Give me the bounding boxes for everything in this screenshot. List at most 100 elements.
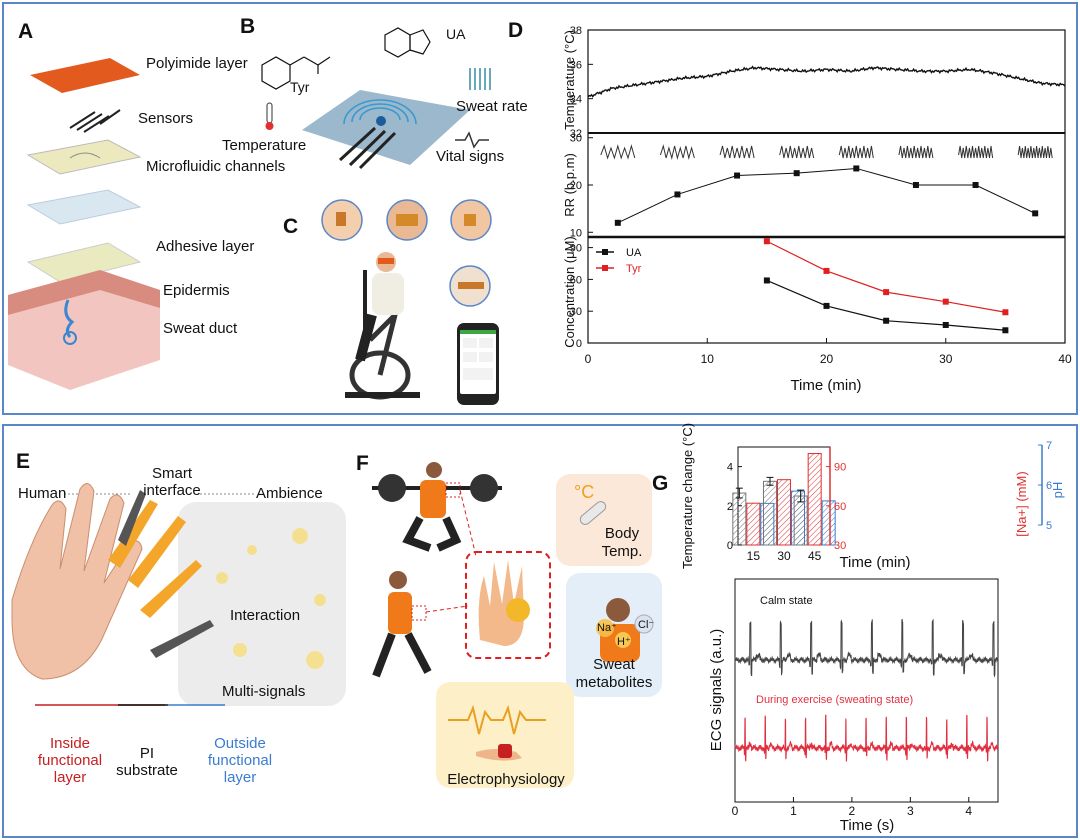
conc-point-tyr	[1002, 309, 1009, 316]
hand-shape	[11, 483, 143, 680]
ecg-xtick-label: 0	[732, 804, 739, 818]
label-multi-signals: Multi-signals	[222, 683, 306, 700]
g-xtick-label: 30	[777, 549, 791, 563]
temperature-series-line	[587, 65, 1066, 98]
d-ytick-label: 38	[570, 25, 582, 37]
d-ytick-label: 20	[570, 180, 582, 192]
device-spiral-channels	[343, 99, 417, 125]
rr-point	[972, 182, 979, 188]
g-ytick-label: 2	[727, 501, 733, 513]
g-y3tick-label: 7	[1046, 440, 1052, 452]
ambience-dots	[216, 528, 326, 669]
electrophysiology-box	[436, 682, 574, 788]
runner-sensor-box	[411, 605, 427, 621]
rr-point	[734, 172, 741, 179]
d-ytick-label: 32	[570, 128, 582, 140]
ecg-xtick-label: 4	[965, 804, 972, 818]
ion-h-label: H⁺	[617, 636, 631, 648]
d-ytick-label: 10	[570, 227, 582, 239]
ecg-exercise-trace	[734, 714, 999, 762]
sweat-metabolites-label: Sweat metabolites	[575, 656, 653, 691]
body-temp-label: Body Temp.	[601, 525, 643, 560]
g-bar-0-15	[732, 492, 747, 546]
squat-figure	[372, 462, 502, 552]
d-temp-ylabel: Temperature (°C)	[562, 30, 577, 130]
smart-interface-strips	[108, 490, 214, 658]
ecg-xtick-label: 3	[907, 804, 914, 818]
d-ytick-label: 30	[570, 133, 582, 145]
respiration-waveforms	[600, 144, 1053, 160]
ecg-trace-icon	[448, 704, 546, 735]
label-human: Human	[18, 485, 67, 502]
label-outside-functional-layer: Outside functional layer	[207, 735, 273, 786]
label-smart-interface: Smart interface	[143, 465, 201, 499]
g-bar-y3label: pH	[1050, 482, 1065, 499]
device-center	[376, 116, 386, 126]
microfluidic-channel	[69, 152, 101, 159]
respiration-waveform	[719, 145, 755, 159]
ua-label: UA	[446, 26, 466, 42]
d-ytick-label: 0	[576, 338, 582, 350]
ua-structure	[384, 27, 431, 58]
body-temp-box	[556, 474, 652, 566]
label-sweat-duct: Sweat duct	[163, 320, 238, 337]
rr-point	[1032, 210, 1039, 217]
g-y2tick-label: 90	[834, 462, 846, 474]
g-ecg-ylabel: ECG signals (a.u.)	[708, 629, 725, 752]
g-ecg-frame	[734, 578, 999, 803]
tyr-label: Tyr	[290, 79, 310, 95]
panel-g-label: G	[652, 472, 669, 495]
d-xtick-label: 0	[585, 352, 592, 366]
d-ytick-label: 36	[570, 59, 582, 71]
sweat-rate-label: Sweat rate	[456, 98, 528, 115]
d-rr-ylabel: RR (b.p.m)	[562, 153, 577, 217]
panel-e-label: E	[16, 450, 31, 473]
celsius-icon: °C	[574, 482, 595, 502]
panel-b-label: B	[240, 15, 256, 38]
conc-point-ua	[1002, 327, 1009, 334]
g-xtick-label: 45	[808, 549, 822, 563]
legend-tyr-label: Tyr	[626, 263, 642, 275]
g-bar-xlabel: Time (min)	[839, 554, 910, 571]
conc-point-ua	[763, 277, 770, 284]
d-ytick-label: 34	[570, 94, 582, 106]
ecg-xtick-label: 2	[849, 804, 856, 818]
d-ytick-label: 90	[570, 243, 582, 255]
d-ytick-label: 30	[570, 306, 582, 318]
label-polyimide: Polyimide layer	[146, 55, 248, 72]
device-leads	[338, 126, 397, 170]
d-xtick-label: 30	[939, 352, 953, 366]
conc-point-ua	[942, 321, 949, 328]
vital-signs-icon	[455, 131, 489, 149]
rr-point	[853, 165, 860, 172]
g-ytick-label: 4	[727, 462, 733, 474]
legend-ua-label: UA	[626, 247, 642, 259]
calm-state-label: Calm state	[760, 595, 813, 607]
label-ambience: Ambience	[256, 485, 323, 502]
panel-f-label: F	[356, 452, 369, 475]
g-bar-y2label: [Na+] (mM)	[1014, 471, 1029, 536]
ambience-box	[178, 502, 346, 706]
rr-series-line	[617, 167, 1036, 224]
g-y3tick-label: 5	[1046, 520, 1052, 532]
g-xtick-label: 15	[747, 549, 761, 563]
d-conc-ylabel: Concentration (μM)	[562, 236, 577, 348]
electrophysiology-label: Electrophysiology	[447, 771, 565, 788]
respiration-waveform	[779, 145, 815, 159]
d-ytick-label: 60	[570, 274, 582, 286]
g-bar-1-45	[807, 453, 822, 546]
polyimide-layer-sheet	[30, 58, 140, 93]
g-bar-0-45	[793, 495, 808, 546]
g-bar-1-30	[777, 479, 791, 546]
d-xtick-label: 20	[820, 352, 834, 366]
respiration-waveform	[1017, 145, 1053, 159]
g-y2tick-label: 30	[834, 540, 846, 552]
label-adhesive: Adhesive layer	[156, 238, 255, 255]
ecg-xtick-label: 1	[790, 804, 797, 818]
ecg-calm-trace	[734, 618, 999, 678]
top-panel-frame	[2, 2, 1078, 415]
legend-ua-marker	[602, 249, 608, 255]
